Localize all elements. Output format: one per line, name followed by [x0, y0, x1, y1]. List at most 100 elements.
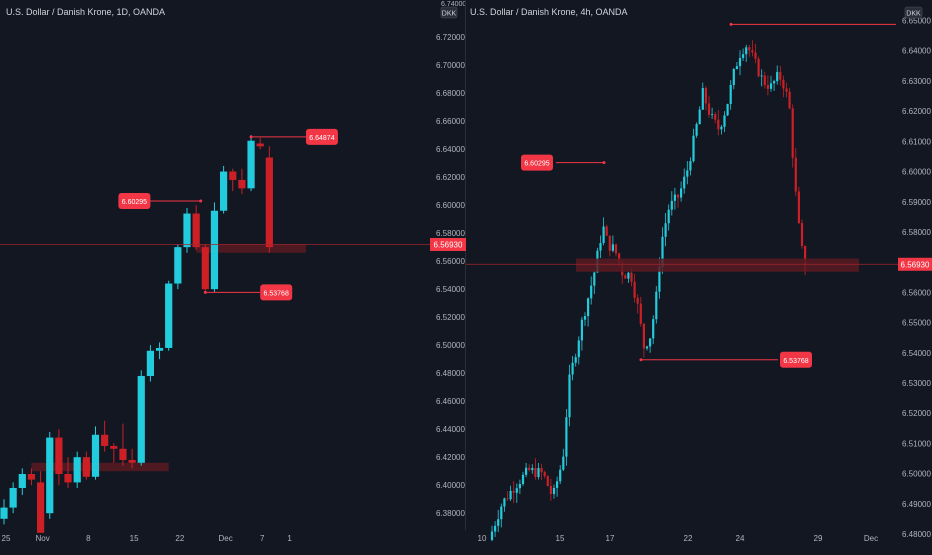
x-tick-4h: 24 — [736, 534, 745, 543]
candle-body — [550, 486, 552, 494]
candle-body — [761, 76, 763, 77]
candle — [798, 187, 800, 224]
candle — [655, 286, 657, 324]
candle-body — [101, 435, 108, 446]
candle-body — [795, 158, 797, 192]
candle-body — [711, 114, 713, 115]
candle-body — [764, 76, 766, 86]
candle-body — [767, 85, 769, 89]
y-tick-1d: 6.40000 — [436, 481, 465, 490]
candle-body — [630, 273, 632, 282]
y-tick-1d: 6.64000 — [436, 145, 465, 154]
candle-body — [671, 201, 673, 210]
price-marker-dot — [204, 291, 207, 294]
y-tick-1d: 6.50000 — [436, 341, 465, 350]
candle-body — [119, 449, 126, 460]
candle-body — [238, 180, 245, 188]
candle-body — [491, 532, 493, 541]
candle-body — [525, 468, 527, 475]
candle-body — [702, 88, 704, 110]
y-tick-4h: 6.60000 — [902, 168, 931, 177]
candle — [46, 432, 53, 519]
x-tick-4h: 22 — [684, 534, 693, 543]
candle-body — [733, 69, 735, 85]
candle-body — [531, 468, 533, 470]
current-price-tag-1d: 6.56930 — [434, 241, 463, 250]
candle-body — [266, 158, 273, 248]
candle-body — [689, 161, 691, 170]
candle-body — [37, 482, 44, 532]
candle-body — [92, 435, 99, 477]
candle-body — [572, 363, 574, 375]
currency-badge-4h: DKK — [906, 11, 921, 18]
x-tick-1d: 15 — [130, 534, 139, 543]
candle — [165, 281, 172, 351]
candle-body — [696, 124, 698, 136]
y-tick-4h: 6.50000 — [902, 470, 931, 479]
candle-body — [640, 304, 642, 324]
candle-body — [723, 115, 725, 126]
candle-body — [665, 223, 667, 237]
candle-body — [19, 474, 26, 488]
candle-body — [727, 104, 729, 115]
candle-body — [537, 468, 539, 477]
candle-body — [674, 195, 676, 201]
candle-body — [590, 286, 592, 299]
candle-body — [534, 468, 536, 477]
price-label-6-53768: 6.53768 — [783, 358, 808, 365]
x-tick-1d: 1 — [287, 534, 292, 543]
y-tick-1d: 6.66000 — [436, 117, 465, 126]
candle-body — [165, 284, 172, 348]
candle-body — [615, 244, 617, 253]
candle-body — [247, 141, 254, 189]
chart-4h-bg — [466, 0, 932, 550]
y-tick-1d: 6.52000 — [436, 313, 465, 322]
candle-body — [556, 481, 558, 488]
candle-body — [497, 519, 499, 526]
y-tick-1d: 6.72000 — [436, 33, 465, 42]
candle-body — [138, 376, 145, 463]
candle — [247, 135, 254, 191]
price-marker-dot — [603, 161, 606, 164]
price-label-6-60295: 6.60295 — [524, 161, 549, 168]
candle-body — [627, 273, 629, 279]
candle-body — [770, 83, 772, 89]
candle-body — [649, 338, 651, 346]
candle-body — [522, 475, 524, 484]
y-tick-4h: 6.53000 — [902, 379, 931, 388]
y-tick-1d: 6.70000 — [436, 61, 465, 70]
x-tick-1d: 22 — [175, 534, 184, 543]
candle-body — [174, 247, 181, 283]
x-tick-1d: 25 — [2, 534, 11, 543]
candle-body — [637, 298, 639, 304]
candle — [138, 370, 145, 465]
candle-body — [147, 351, 154, 376]
chart-4h[interactable]: 6.602956.537686.480006.490006.500006.510… — [466, 0, 932, 550]
candle-body — [686, 170, 688, 176]
candle-body — [730, 85, 732, 104]
candle-body — [785, 89, 787, 92]
candle-body — [229, 172, 236, 180]
candle-body — [510, 491, 512, 499]
candle-body — [717, 120, 719, 130]
y-tick-1d: 6.58000 — [436, 229, 465, 238]
candle-body — [609, 236, 611, 251]
x-tick-4h: Dec — [864, 534, 878, 543]
candle-body — [584, 316, 586, 320]
candle-body — [705, 88, 707, 103]
y-tick-4h: 6.62000 — [902, 107, 931, 116]
candle-body — [581, 320, 583, 341]
price-marker-dot — [730, 23, 733, 26]
price-label-6-53768: 6.53768 — [264, 290, 289, 297]
candle-body — [193, 214, 200, 248]
candle-body — [156, 348, 163, 351]
chart-1d[interactable]: 6.648746.602956.537686.380006.400006.420… — [0, 0, 466, 550]
y-tick-4h: 6.56000 — [902, 288, 931, 297]
candle-body — [516, 488, 518, 493]
candle-body — [739, 58, 741, 66]
candle-body — [528, 468, 530, 470]
candle-body — [798, 191, 800, 223]
candle-body — [64, 474, 71, 482]
